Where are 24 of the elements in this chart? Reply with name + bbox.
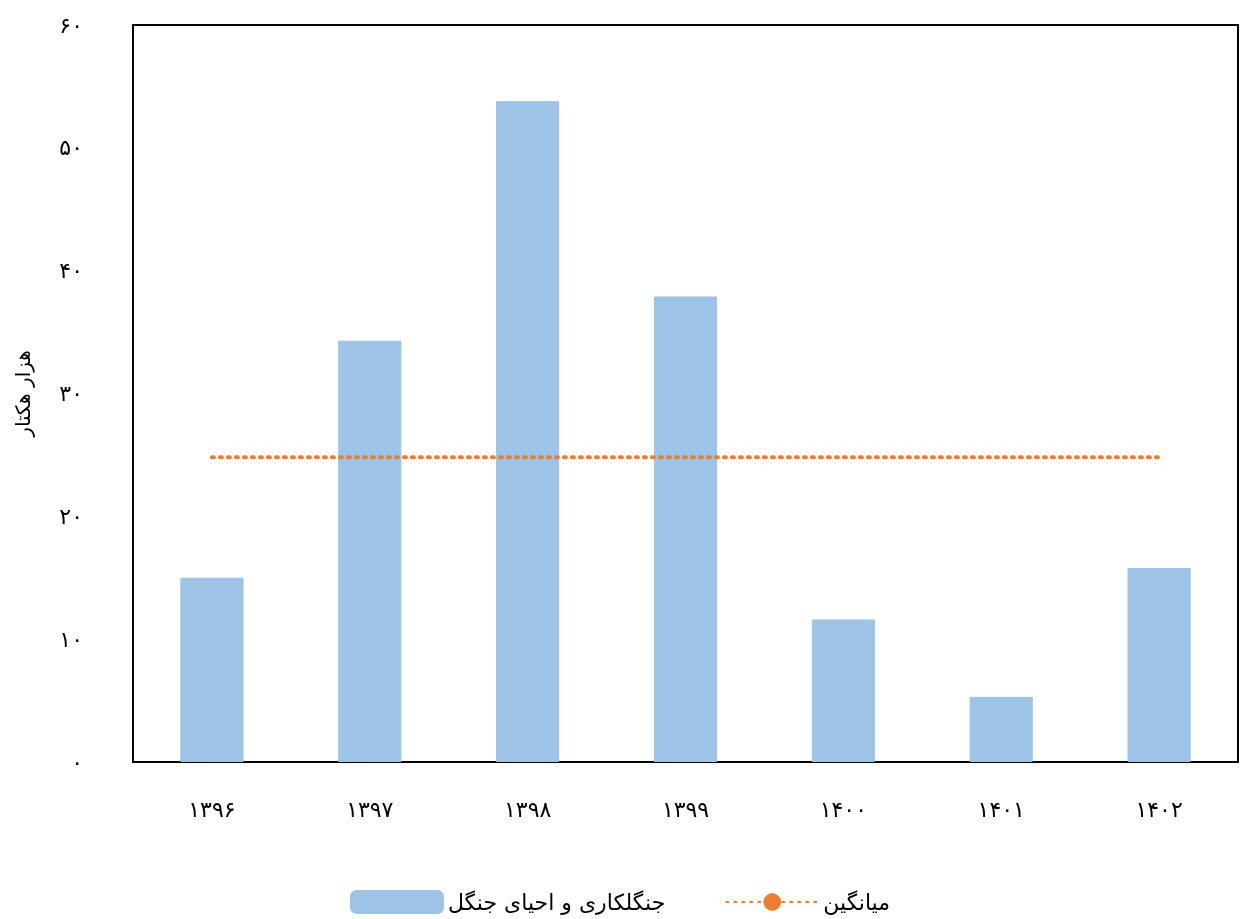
y-tick-label: ۵۰	[59, 135, 83, 161]
y-tick-label: ۶۰	[59, 12, 83, 38]
y-axis-title: هزار هکتار	[11, 350, 35, 438]
bar	[338, 340, 402, 762]
legend-label: جنگلکاری و احیای جنگل	[447, 889, 666, 915]
bar	[811, 619, 875, 762]
y-tick-label: ۴۰	[59, 258, 83, 284]
bar	[653, 296, 718, 762]
y-tick-label: ۰	[71, 749, 83, 775]
y-tick-label: ۱۰	[59, 626, 83, 652]
bar	[180, 577, 244, 762]
x-tick-label: ۱۴۰۱	[977, 796, 1025, 822]
y-tick-label: ۳۰	[59, 381, 83, 406]
x-tick-label: ۱۳۹۷	[346, 796, 394, 822]
x-tick-label: ۱۳۹۸	[504, 796, 552, 822]
x-tick-label: ۱۴۰۰	[819, 796, 867, 822]
bar	[496, 101, 560, 762]
x-tick-label: ۱۳۹۹	[661, 796, 710, 822]
legend-label: میانگین	[823, 889, 891, 915]
x-tick-label: ۱۴۰۲	[1135, 796, 1183, 822]
x-tick-label: ۱۳۹۶	[188, 796, 236, 822]
bar	[1127, 567, 1191, 762]
bar	[969, 696, 1033, 762]
y-tick-label: ۲۰	[59, 503, 83, 529]
